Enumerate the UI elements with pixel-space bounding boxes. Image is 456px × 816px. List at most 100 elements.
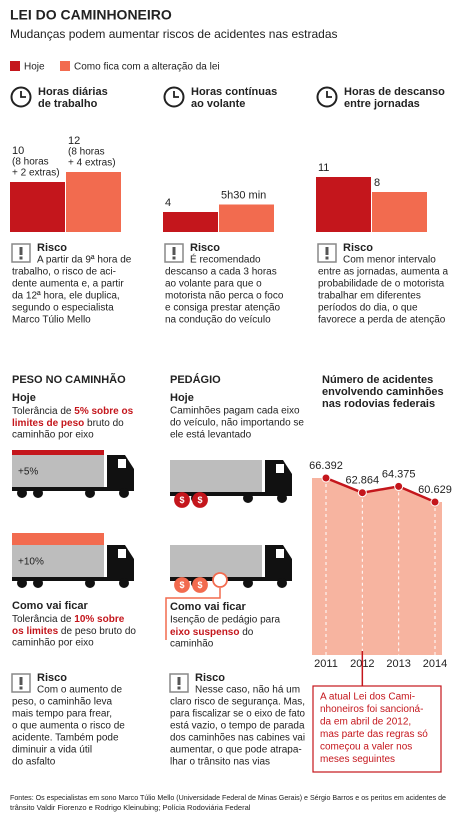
text-span: 10% sobre [74, 614, 124, 625]
text-line: ele está levantado [170, 430, 252, 441]
wheel [33, 488, 43, 498]
risk-icon-bar [19, 247, 23, 255]
text-line: do asfalto [12, 757, 56, 768]
risk-icon-bar [172, 247, 176, 255]
text-line: começou a valer nos [320, 742, 412, 753]
chart-title: de trabalho [38, 98, 98, 110]
value-label: 12 [68, 135, 80, 147]
text-line: claro risco de segurança. Mas, [170, 697, 305, 708]
risk-title: Risco [37, 672, 67, 684]
text-span: 5% sobre os [74, 406, 133, 417]
text-span: Tolerância de [12, 614, 74, 625]
text-span: bruto do [84, 418, 124, 429]
load-mark: +10% [18, 557, 44, 568]
risk-icon-bar [325, 247, 329, 255]
wheel [17, 578, 27, 588]
chart-title: ao volante [191, 98, 245, 110]
risk-icon-dot [19, 686, 23, 690]
wheel [85, 578, 95, 588]
text-span: limites de peso [12, 418, 84, 429]
chassis [12, 577, 134, 581]
text-span: eixo suspenso [170, 627, 239, 638]
cab-window [276, 464, 284, 473]
pointer [165, 588, 221, 640]
wheel [17, 488, 27, 498]
text-line: Com menor intervalo [343, 255, 436, 266]
cab [107, 545, 134, 581]
text-line: A atual Lei dos Cami- [320, 692, 415, 703]
section-title: PESO NO CAMINHÃO [12, 373, 126, 386]
chart-title: Número de acidentes [322, 374, 433, 386]
cab [265, 460, 292, 496]
value-label: 8 [374, 177, 380, 189]
value-label: 66.392 [309, 460, 343, 472]
toll-symbol: $ [197, 580, 202, 590]
bar [66, 172, 121, 232]
text-line: Marco Túlio Mello [12, 315, 91, 326]
text-line: Isenção de pedágio para [170, 615, 281, 626]
point [321, 473, 331, 483]
text-line: ao volante para que o [165, 279, 262, 290]
value-note: (8 horas [68, 147, 105, 158]
text-line: caminhão [170, 639, 214, 650]
bar [372, 192, 427, 232]
text-line: Tolerância de 5% sobre os [12, 406, 134, 417]
extra-load [12, 450, 104, 455]
text-line: aumentar, o que pode atrapa- [170, 745, 302, 756]
area [312, 478, 442, 655]
text-line: lhar o trânsito nas vias [170, 757, 270, 768]
text-line: e consiga prestar atenção [165, 303, 281, 314]
text-line: mas parte das regras só [320, 729, 428, 740]
value-label: 4 [165, 197, 171, 209]
text-line: segundo o especialista [12, 303, 114, 314]
value-note: + 4 extras) [68, 158, 116, 169]
toll-symbol: $ [179, 580, 184, 590]
text-line: meses seguintes [320, 754, 395, 765]
risk-title: Risco [195, 672, 225, 684]
trailer [170, 460, 262, 492]
value-note: + 2 extras) [12, 168, 60, 179]
text-span: Tolerância de [12, 406, 74, 417]
source: Fontes: Os especialistas em sono Marco T… [10, 793, 446, 802]
value-label: 62.864 [346, 475, 380, 487]
cab-window [118, 549, 126, 558]
legend-swatch [10, 61, 20, 71]
section-title: PEDÁGIO [170, 373, 221, 386]
risk-title: Risco [190, 242, 220, 254]
text-line: Com o aumento de [37, 685, 122, 696]
text-line: da em abril de 2012, [320, 717, 411, 728]
subhead: Hoje [170, 392, 194, 404]
value-label: 10 [12, 145, 24, 157]
text-line: acidente. Também pode [12, 733, 119, 744]
text-line: mais tempo para frear, [12, 709, 112, 720]
wheel [33, 578, 43, 588]
text-line: nhoneiros foi sancioná- [320, 704, 423, 715]
wheel [85, 488, 95, 498]
risk-icon-dot [172, 256, 176, 260]
wheel [243, 578, 253, 588]
load-mark: +5% [18, 467, 38, 478]
text-line: motorista não perca o foco [165, 291, 284, 302]
text-line: diminuir a vida útil [12, 745, 92, 756]
chart-title: nas rodovias federais [322, 398, 435, 410]
chart-title: Horas diárias [38, 86, 108, 98]
text-line: eixo suspenso do [170, 627, 254, 638]
wheel [119, 578, 129, 588]
value-label: 60.629 [418, 484, 452, 496]
bar [10, 182, 65, 232]
text-span: os limites [12, 626, 59, 637]
text-line: A partir da 9ª hora de [37, 255, 132, 266]
cab-window [118, 459, 126, 468]
text-line: favorece a perda de atenção [318, 315, 446, 326]
chassis [170, 492, 292, 496]
toll-coin [174, 492, 190, 508]
text-line: probabilidade de o motorista [318, 279, 445, 290]
text-line: na condução do veículo [165, 315, 271, 326]
text-line: dos caminhões nas cabines vai [170, 733, 305, 744]
extra-load [12, 533, 104, 545]
toll-coin [192, 492, 208, 508]
text-line: caminhão por eixo [12, 430, 94, 441]
risk-icon-dot [177, 686, 181, 690]
chart-title: Horas contínuas [191, 86, 277, 98]
